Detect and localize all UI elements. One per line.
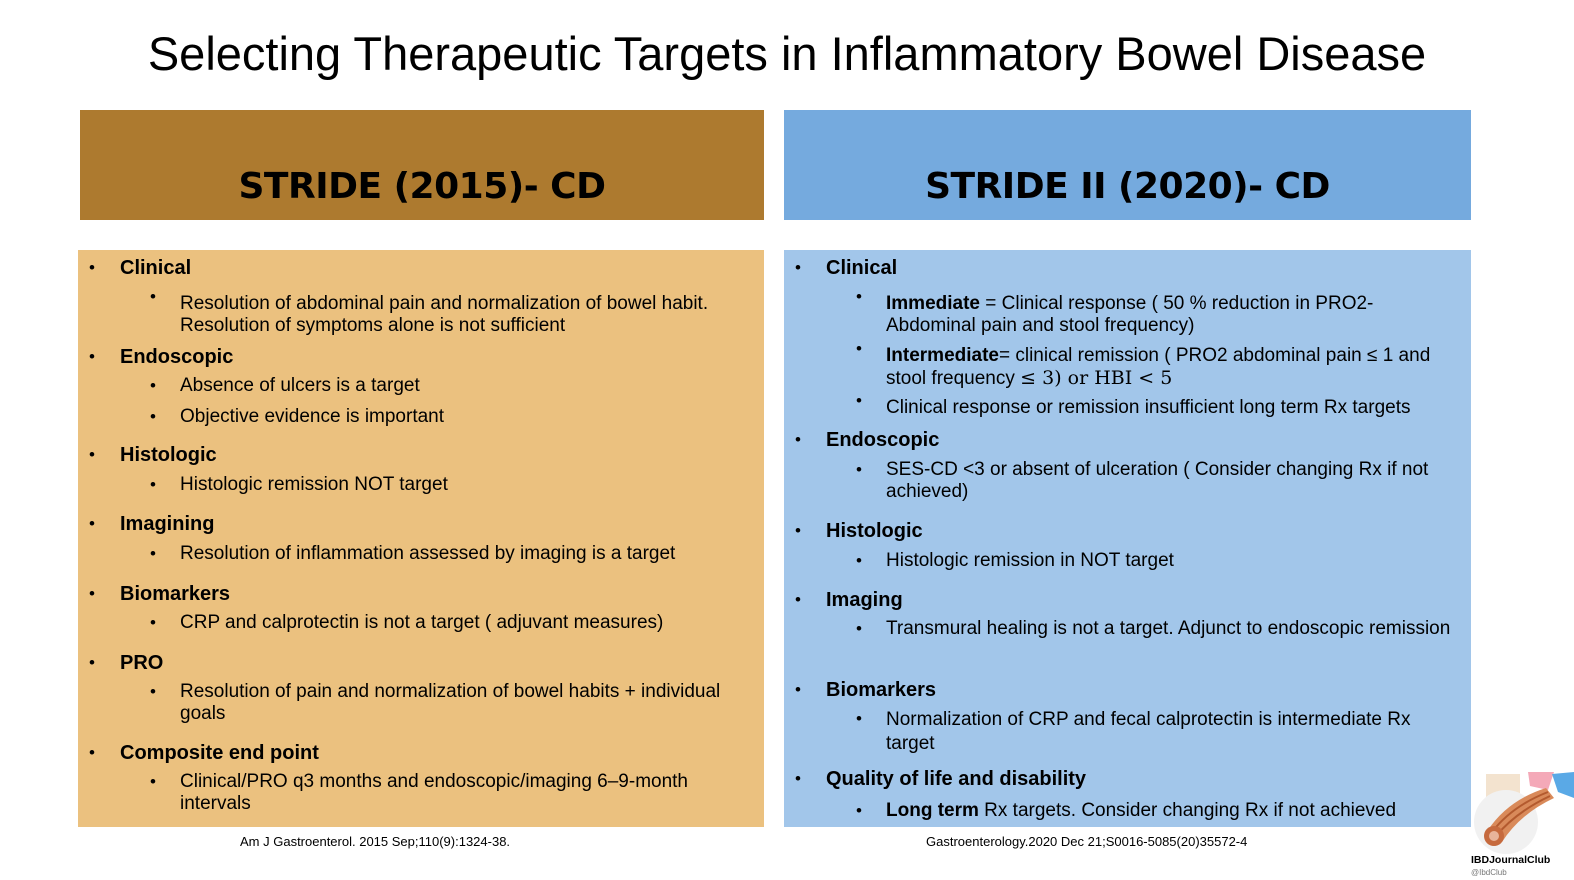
bullet: •: [150, 287, 156, 306]
list-item: Clinical response or remission insuffici…: [886, 397, 1411, 418]
bullet: •: [150, 613, 156, 632]
list-item: Transmural healing is not a target. Adju…: [886, 618, 1451, 639]
logo-handle: @IbdClub: [1471, 868, 1507, 877]
section-title: Endoscopic: [120, 346, 234, 368]
item-math: ≤ 3) or HBI < 5: [1020, 367, 1173, 389]
section-title: Imagining: [120, 513, 215, 535]
section-title: Endoscopic: [826, 429, 940, 451]
bullet: •: [795, 680, 801, 699]
item-bold-label: Intermediate: [886, 345, 999, 366]
list-item: Intermediate= clinical remission ( PRO2 …: [886, 345, 1453, 390]
bullet: •: [89, 584, 95, 603]
list-item: Clinical/PRO q3 months and endoscopic/im…: [180, 771, 688, 814]
ibd-journal-club-logo-icon: [1474, 772, 1574, 854]
list-item: Normalization of CRP and fecal calprotec…: [886, 709, 1411, 754]
stride-ii-2020-header: STRIDE II (2020)- CD: [784, 110, 1471, 220]
reference-2015: Am J Gastroenterol. 2015 Sep;110(9):1324…: [240, 834, 511, 849]
section-title: Imaging: [826, 589, 903, 611]
section-title: Composite end point: [120, 742, 319, 764]
bullet: •: [795, 430, 801, 449]
bullet: •: [150, 407, 156, 426]
item-text: Rx targets. Consider changing Rx if not …: [978, 800, 1397, 821]
bullet: •: [89, 445, 95, 464]
section-title: Quality of life and disability: [826, 768, 1087, 790]
item-text: = clinical remission ( PRO2 abdominal pa…: [886, 345, 1431, 389]
section-title: Biomarkers: [826, 679, 937, 701]
list-item: Long term Rx targets. Consider changing …: [886, 800, 1453, 822]
item-text: = Clinical response ( 50 % reduction in …: [886, 293, 1374, 336]
list-item: Immediate = Clinical response ( 50 % red…: [886, 293, 1453, 337]
bullet: •: [89, 653, 95, 672]
bullet: •: [150, 475, 156, 494]
bullet: •: [150, 682, 156, 701]
bullet: •: [795, 521, 801, 540]
list-item: Histologic remission NOT target: [180, 474, 448, 495]
list-item: Absence of ulcers is a target: [180, 375, 420, 396]
list-item: Histologic remission in NOT target: [886, 550, 1174, 571]
bullet: •: [795, 258, 801, 277]
bullet: •: [795, 590, 801, 609]
bullet: •: [89, 514, 95, 533]
bullet: •: [856, 460, 862, 479]
bullet: •: [856, 619, 862, 638]
list-item: Resolution of inflammation assessed by i…: [180, 543, 676, 564]
list-item: Resolution of pain and normalization of …: [180, 681, 721, 724]
bullet: •: [795, 769, 801, 788]
section-title: Histologic: [120, 444, 217, 466]
section-title: Clinical: [826, 257, 898, 279]
bullet: •: [856, 287, 862, 306]
logo-name: IBDJournalClub: [1471, 854, 1551, 866]
item-bold-label: Immediate: [886, 293, 980, 314]
bullet: •: [856, 551, 862, 570]
section-title: Clinical: [120, 257, 192, 279]
bullet: •: [89, 347, 95, 366]
bullet: •: [856, 339, 862, 358]
bullet: •: [150, 544, 156, 563]
reference-2020: Gastroenterology.2020 Dec 21;S0016-5085(…: [926, 834, 1248, 849]
list-item: Resolution of abdominal pain and normali…: [180, 293, 709, 336]
list-item: SES-CD <3 or absent of ulceration ( Cons…: [886, 459, 1429, 502]
bullet: •: [89, 743, 95, 762]
stride-ii-2020-panel: • Clinical • Immediate = Clinical respon…: [784, 250, 1471, 827]
bullet: •: [856, 709, 862, 728]
stride-2015-panel: • Clinical • Resolution of abdominal pai…: [78, 250, 764, 827]
item-bold-label: Long term: [886, 800, 979, 821]
section-title: Histologic: [826, 520, 923, 542]
list-item: Objective evidence is important: [180, 406, 445, 427]
bullet: •: [150, 772, 156, 791]
section-title: PRO: [120, 652, 164, 674]
list-item: CRP and calprotectin is not a target ( a…: [180, 612, 664, 633]
slide-title: Selecting Therapeutic Targets in Inflamm…: [147, 27, 1427, 80]
section-title: Biomarkers: [120, 583, 231, 605]
bullet: •: [856, 801, 862, 820]
bullet: •: [150, 376, 156, 395]
bullet: •: [89, 258, 95, 277]
stride-2015-header: STRIDE (2015)- CD: [80, 110, 764, 220]
bullet: •: [856, 391, 862, 410]
